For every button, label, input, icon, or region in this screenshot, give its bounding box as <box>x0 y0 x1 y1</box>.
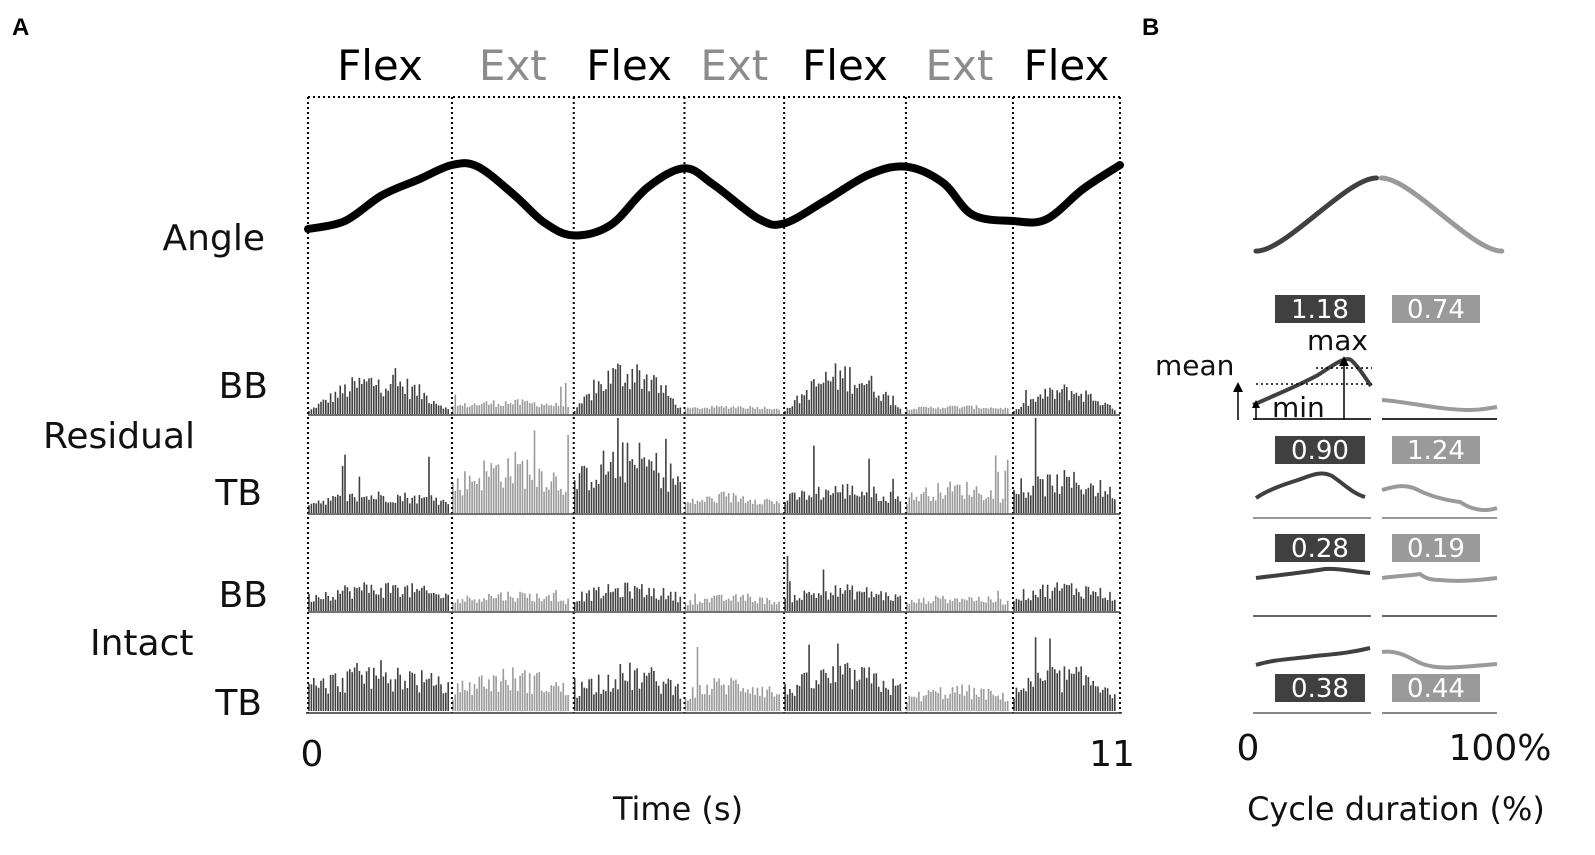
row-label-residual-tb: TB <box>214 473 262 514</box>
value-flex-2: 0.90 <box>1291 436 1349 466</box>
min-arrow-head <box>1252 400 1260 408</box>
emg-bars-row1-phase2 <box>452 383 569 414</box>
row-label-residual-bb: BB <box>219 366 268 407</box>
emg-bars-row1-phase6 <box>906 405 1009 414</box>
emg-bars-row1-phase5 <box>784 363 902 414</box>
emg-bars-row4-phase2 <box>452 667 569 711</box>
emg-bars-row1-phase4 <box>684 405 780 414</box>
value-ext-4: 0.44 <box>1407 674 1465 704</box>
phase-label-ext-2: Ext <box>700 41 768 90</box>
cycle-residual-tb-ext <box>1381 484 1498 512</box>
max-arrow-head <box>1339 356 1349 366</box>
value-box-flex-1 <box>1275 295 1365 323</box>
emg-bars-row1-phase1 <box>308 368 449 414</box>
value-ext-1: 0.74 <box>1407 295 1465 325</box>
value-box-ext-3 <box>1392 534 1480 562</box>
row-label-intact-bb: BB <box>219 575 268 616</box>
phase-label-flex-4: Flex <box>1024 41 1110 90</box>
emg-bars-row3-phase7 <box>1013 582 1116 611</box>
row-label-residual: Residual <box>43 416 195 457</box>
emg-bars-row2-phase7 <box>1013 418 1116 513</box>
emg-bars-row2-phase3 <box>573 418 682 513</box>
cycle-angle-flex <box>1253 175 1379 254</box>
value-flex-3: 0.28 <box>1291 534 1349 564</box>
cycle-residual-bb-ext <box>1381 398 1498 413</box>
cycle-baselines <box>1253 418 1497 714</box>
phase-label-ext-1: Ext <box>479 41 547 90</box>
value-ext-2: 1.24 <box>1407 436 1465 466</box>
mean-arrow-head <box>1233 382 1243 392</box>
emg-bars-row3-phase6 <box>906 590 1009 611</box>
x-axis-title-a: Time (s) <box>612 790 743 828</box>
row-label-intact-tb: TB <box>214 683 262 724</box>
cycle-residual-bb-flex <box>1252 357 1373 407</box>
panel-a-letter: A <box>12 14 29 41</box>
value-box-ext-2 <box>1392 436 1480 464</box>
value-box-flex-2 <box>1275 436 1365 464</box>
phase-label-flex-2: Flex <box>586 41 672 90</box>
phase-label-flex-3: Flex <box>802 41 888 90</box>
emg-bars-row2-phase2 <box>452 430 569 513</box>
panel-b: 1.18 0.74 0.90 1.24 0.28 0.19 0.38 0.44 <box>1155 175 1552 828</box>
annotation-mean: mean <box>1155 349 1234 382</box>
emg-bars-row3-phase5 <box>784 555 902 611</box>
emg-bars-row4-phase6 <box>906 684 1009 711</box>
value-flex-1: 1.18 <box>1291 295 1349 325</box>
emg-bars-row4-phase1 <box>308 660 449 711</box>
cycle-angle-ext <box>1378 175 1505 254</box>
emg-bars-row2-phase4 <box>684 491 780 513</box>
phase-label-ext-3: Ext <box>926 41 994 90</box>
panel-b-letter: B <box>1142 14 1159 41</box>
x-tick-end-a: 11 <box>1089 734 1135 775</box>
emg-bars-row2-phase5 <box>784 445 902 513</box>
emg-bars-row4-phase4 <box>684 647 780 711</box>
value-flex-4: 0.38 <box>1291 674 1349 704</box>
angle-trace <box>304 159 1124 240</box>
cycle-intact-tb-ext <box>1381 649 1498 670</box>
cycle-intact-tb-flex <box>1255 646 1371 667</box>
row-label-angle: Angle <box>163 218 265 259</box>
x-tick-start-b: 0 <box>1237 728 1260 769</box>
emg-bars-row2-phase1 <box>308 454 449 513</box>
value-boxes: 1.18 0.74 0.90 1.24 0.28 0.19 0.38 0.44 <box>1275 295 1480 704</box>
value-box-ext-1 <box>1392 295 1480 323</box>
emg-bars-row3-phase4 <box>684 593 780 611</box>
value-ext-3: 0.19 <box>1407 534 1465 564</box>
cycle-annotations: mean max min <box>1155 324 1372 424</box>
x-tick-end-b: 100% <box>1449 728 1552 769</box>
phase-label-flex-1: Flex <box>337 41 423 90</box>
phase-labels: Flex Ext Flex Ext Flex Ext Flex <box>337 41 1109 90</box>
emg-bars-row1-phase3 <box>573 363 682 414</box>
cycle-intact-bb-ext <box>1381 571 1498 583</box>
value-box-flex-3 <box>1275 534 1365 562</box>
x-axis-title-b: Cycle duration (%) <box>1247 790 1545 828</box>
emg-bars-row4-phase7 <box>1013 637 1116 711</box>
emg-bars-row3-phase3 <box>573 582 682 611</box>
emg-bars-row4-phase3 <box>573 662 682 711</box>
row-label-intact: Intact <box>90 623 194 664</box>
emg-traces <box>308 363 1116 711</box>
emg-bars-row3-phase1 <box>308 582 449 611</box>
x-tick-start-a: 0 <box>301 734 324 775</box>
value-box-flex-4 <box>1275 674 1365 702</box>
annotation-min: min <box>1272 391 1325 424</box>
panel-a: Flex Ext Flex Ext Flex Ext Flex Angle BB… <box>43 41 1135 828</box>
emg-bars-row2-phase6 <box>906 455 1009 513</box>
annotation-max: max <box>1307 324 1368 357</box>
phase-boundaries <box>307 96 1121 713</box>
cycle-intact-bb-flex <box>1255 566 1371 580</box>
emg-bars-row1-phase7 <box>1013 384 1116 414</box>
row-separators <box>308 414 1120 613</box>
emg-bars-row4-phase5 <box>784 643 902 711</box>
emg-bars-row3-phase2 <box>452 590 569 611</box>
cycle-residual-tb-flex <box>1254 471 1366 500</box>
value-box-ext-4 <box>1392 674 1480 702</box>
